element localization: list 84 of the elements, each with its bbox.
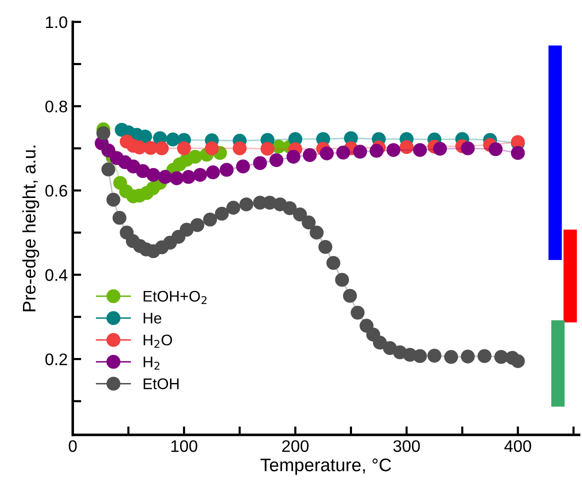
point <box>433 142 447 156</box>
point <box>310 226 324 240</box>
point <box>232 141 247 156</box>
point <box>478 349 492 364</box>
point <box>320 146 334 160</box>
point <box>372 336 387 350</box>
point <box>182 170 196 184</box>
x-tick-label: 100 <box>171 440 198 452</box>
x-tick-label: 200 <box>282 440 309 452</box>
y-tick-label: 0.2 <box>45 353 68 366</box>
x-tick-label: 400 <box>504 440 532 452</box>
point <box>146 168 160 182</box>
legend-label: H$_{2}$O <box>144 334 172 348</box>
x-tick-label: 0 <box>68 440 77 452</box>
point <box>188 150 202 164</box>
point <box>177 141 191 156</box>
point <box>353 144 368 159</box>
point <box>510 146 525 160</box>
point <box>172 230 186 244</box>
point <box>226 200 240 215</box>
point <box>190 218 204 232</box>
bar <box>564 230 577 322</box>
point <box>370 144 384 158</box>
point <box>206 165 220 180</box>
point <box>427 348 442 363</box>
point <box>460 141 475 156</box>
point <box>253 156 267 170</box>
point <box>269 153 284 168</box>
y-axis-title: Pre-edge height, a.u. <box>22 146 40 312</box>
point <box>336 146 350 160</box>
legend-label: H$_{2}$ <box>144 356 160 370</box>
point <box>400 140 414 154</box>
point <box>204 141 219 156</box>
x-axis-title: Temperature, °C <box>260 458 392 475</box>
point <box>386 143 400 157</box>
point <box>302 148 317 162</box>
legend-label: He <box>144 312 162 324</box>
point <box>106 192 120 207</box>
point <box>318 240 332 254</box>
point <box>460 350 475 364</box>
y-tick-label: 0.6 <box>45 184 68 197</box>
point <box>350 306 365 320</box>
point <box>220 162 234 177</box>
point <box>101 162 116 176</box>
y-tick-label: 1.0 <box>46 16 68 28</box>
point <box>413 349 427 364</box>
point <box>444 350 458 364</box>
point <box>96 126 110 140</box>
point <box>382 341 397 356</box>
point <box>413 143 427 157</box>
point <box>132 140 146 154</box>
point <box>282 201 297 216</box>
point <box>170 171 184 186</box>
y-tick-label: 0.8 <box>45 100 68 112</box>
point <box>144 140 158 155</box>
point <box>343 288 357 303</box>
point <box>193 168 208 182</box>
point <box>326 256 340 270</box>
point <box>166 132 180 146</box>
legend-label: EtOH+O$_{2}$ <box>144 290 206 304</box>
point <box>286 150 300 164</box>
point <box>112 210 126 225</box>
x-tick-label: 300 <box>393 440 420 452</box>
bar <box>548 46 562 260</box>
point <box>302 216 316 230</box>
point <box>260 142 274 156</box>
point <box>154 141 169 156</box>
point <box>494 350 508 364</box>
point <box>180 222 194 237</box>
point <box>214 206 229 221</box>
point <box>203 212 218 226</box>
point <box>360 318 374 333</box>
point <box>510 354 525 368</box>
point <box>488 142 503 156</box>
point <box>136 164 150 178</box>
point <box>138 130 152 144</box>
y-tick-label: 0.4 <box>45 269 68 281</box>
point <box>101 144 116 158</box>
point <box>236 160 250 174</box>
bar <box>551 320 565 407</box>
point <box>239 197 254 212</box>
point <box>335 272 349 287</box>
legend-label: EtOH <box>144 378 179 390</box>
point <box>293 208 307 222</box>
